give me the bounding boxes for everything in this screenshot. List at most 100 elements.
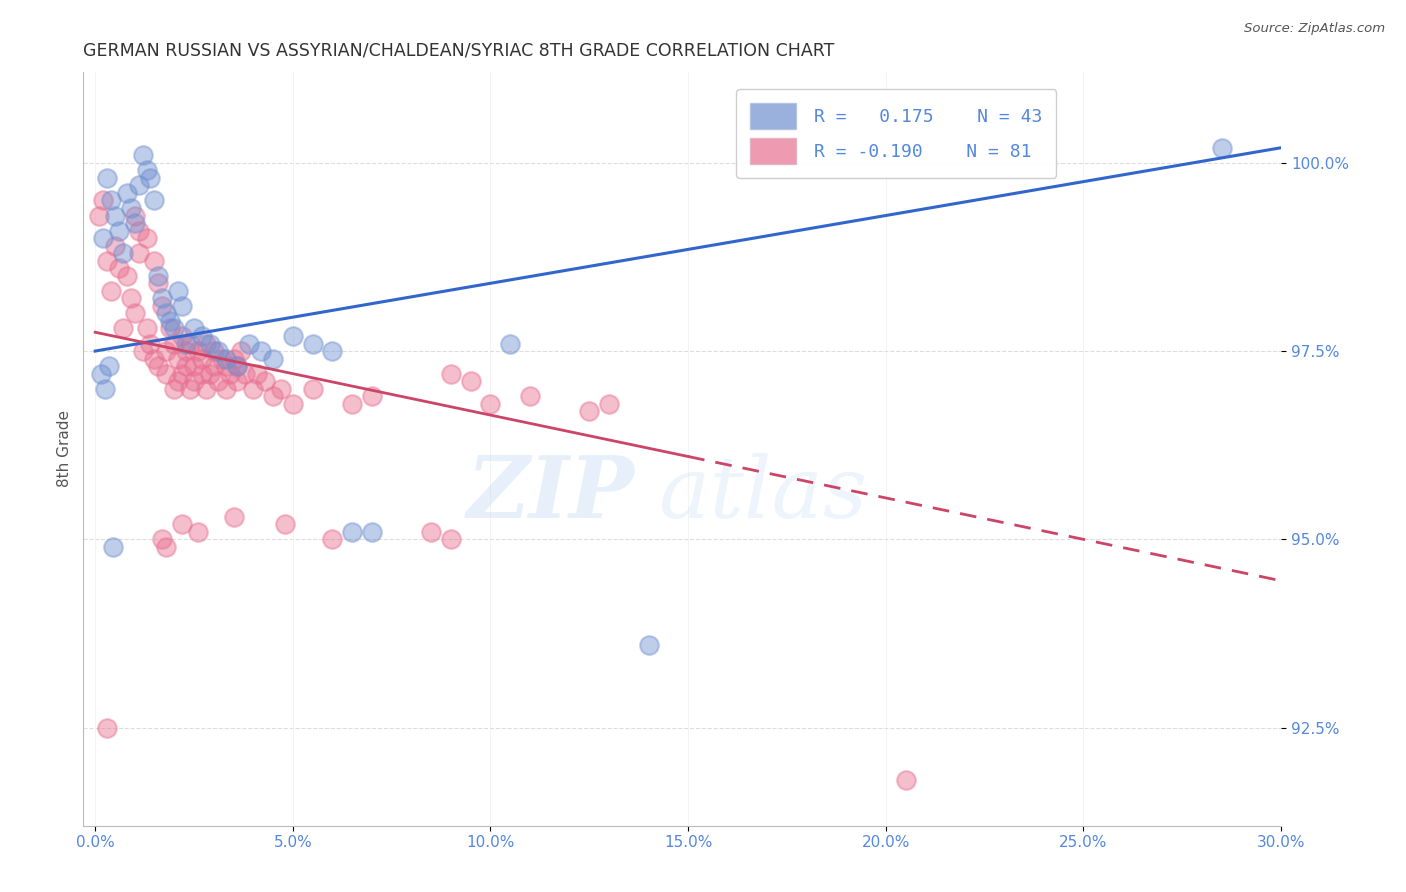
Point [360, 389, 382, 403]
Point [183, 374, 205, 388]
Point [174, 336, 197, 351]
Point [179, 382, 201, 396]
Text: atlas: atlas [658, 453, 868, 535]
Point [301, 382, 323, 396]
Y-axis label: 8th Grade: 8th Grade [58, 410, 72, 487]
Point [183, 321, 205, 335]
Point [96, 253, 118, 268]
Point [598, 397, 620, 411]
Point [194, 382, 217, 396]
Point [519, 389, 541, 403]
Point [108, 261, 131, 276]
Point [124, 209, 146, 223]
Point [155, 306, 177, 320]
Text: Source: ZipAtlas.com: Source: ZipAtlas.com [1244, 22, 1385, 36]
Point [115, 186, 138, 200]
Point [111, 246, 134, 260]
Point [167, 374, 190, 388]
Point [143, 253, 166, 268]
Point [167, 284, 190, 298]
Point [139, 170, 162, 185]
Point [104, 238, 127, 252]
Point [238, 336, 260, 351]
Point [214, 382, 236, 396]
Point [440, 367, 463, 381]
Point [87, 209, 110, 223]
Point [1211, 141, 1233, 155]
Point [120, 291, 142, 305]
Point [440, 533, 463, 547]
Point [124, 306, 146, 320]
Point [150, 533, 173, 547]
Point [222, 351, 245, 366]
Point [460, 374, 482, 388]
Point [202, 344, 225, 359]
Point [262, 351, 284, 366]
Point [274, 517, 297, 532]
Point [163, 336, 186, 351]
Point [90, 367, 112, 381]
Point [135, 321, 157, 335]
Point [143, 351, 166, 366]
Text: GERMAN RUSSIAN VS ASSYRIAN/CHALDEAN/SYRIAC 8TH GRADE CORRELATION CHART: GERMAN RUSSIAN VS ASSYRIAN/CHALDEAN/SYRI… [83, 42, 835, 60]
Point [148, 277, 170, 291]
Point [115, 268, 138, 283]
Point [100, 284, 122, 298]
Point [211, 351, 233, 366]
Point [143, 194, 166, 208]
Point [94, 382, 117, 396]
Point [637, 638, 659, 652]
Point [235, 367, 257, 381]
Point [155, 367, 177, 381]
Point [131, 344, 153, 359]
Point [159, 314, 181, 328]
Point [226, 359, 249, 373]
Point [124, 216, 146, 230]
Point [207, 344, 229, 359]
Point [167, 351, 190, 366]
Point [131, 148, 153, 162]
Point [135, 231, 157, 245]
Point [191, 367, 214, 381]
Point [128, 246, 150, 260]
Point [96, 721, 118, 735]
Point [172, 329, 194, 343]
Point [187, 524, 209, 539]
Point [281, 397, 304, 411]
Point [96, 170, 118, 185]
Point [128, 178, 150, 193]
Point [172, 517, 194, 532]
Point [120, 201, 142, 215]
Point [148, 359, 170, 373]
Point [578, 404, 600, 418]
Point [179, 336, 201, 351]
Point [214, 351, 236, 366]
Point [187, 344, 209, 359]
Point [163, 382, 186, 396]
Point [150, 299, 173, 313]
Point [226, 374, 249, 388]
Point [270, 382, 292, 396]
Point [321, 533, 343, 547]
Text: ZIP: ZIP [467, 452, 634, 536]
Point [218, 367, 240, 381]
Point [91, 231, 114, 245]
Point [321, 344, 343, 359]
Point [174, 344, 197, 359]
Point [222, 509, 245, 524]
Point [159, 321, 181, 335]
Point [340, 524, 363, 539]
Legend: R =   0.175    N = 43, R = -0.190    N = 81: R = 0.175 N = 43, R = -0.190 N = 81 [735, 89, 1056, 178]
Point [198, 367, 221, 381]
Point [191, 351, 214, 366]
Point [420, 524, 443, 539]
Point [894, 773, 917, 788]
Point [101, 540, 124, 554]
Point [91, 194, 114, 208]
Point [155, 540, 177, 554]
Point [262, 389, 284, 403]
Point [202, 359, 225, 373]
Point [191, 329, 214, 343]
Point [226, 359, 249, 373]
Point [100, 194, 122, 208]
